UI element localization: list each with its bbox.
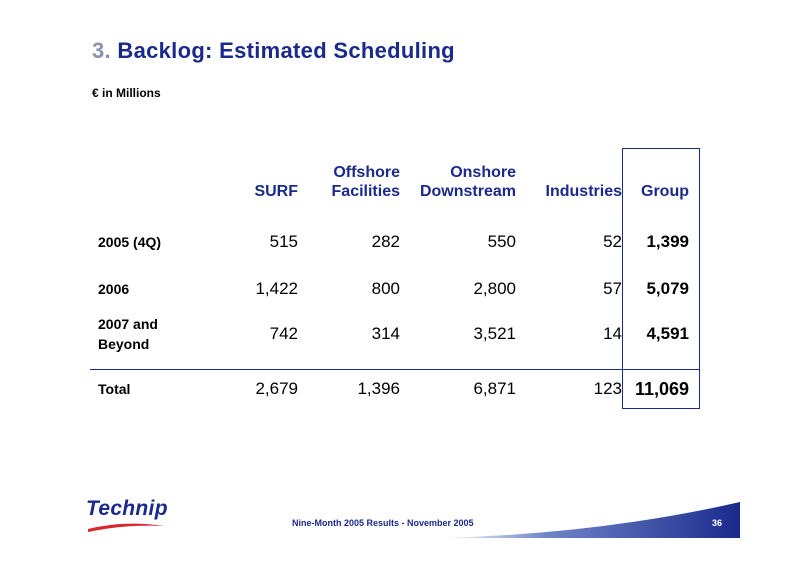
cell-industries: 52 bbox=[603, 232, 622, 251]
row-label: Total bbox=[90, 369, 240, 409]
cell-industries: 57 bbox=[603, 279, 622, 298]
section-title: Backlog: Estimated Scheduling bbox=[117, 38, 455, 63]
row-label-line1: Total bbox=[98, 381, 131, 398]
cell-onshore: 6,871 bbox=[400, 369, 516, 409]
col-header-onshore: Onshore Downstream bbox=[400, 149, 516, 206]
logo-swoosh-icon bbox=[88, 523, 164, 532]
row-label-line1: 2005 (4Q) bbox=[98, 234, 162, 250]
cell-offshore: 1,396 bbox=[298, 369, 400, 409]
cell-offshore: 800 bbox=[371, 279, 400, 298]
cell-onshore: 2,800 bbox=[473, 279, 516, 298]
col-header-line1: Offshore bbox=[333, 164, 400, 181]
cell-industries: 123 bbox=[516, 369, 623, 409]
technip-logo: Technip bbox=[86, 497, 168, 520]
table-row: 2006 1,422 800 2,800 57 5,079 bbox=[90, 279, 700, 299]
header-row: SURF Offshore Facilities Onshore Downstr… bbox=[90, 148, 700, 206]
cell-group: 1,399 bbox=[622, 205, 700, 279]
col-header-offshore: Offshore Facilities bbox=[298, 149, 400, 206]
footer-text: Nine-Month 2005 Results - November 2005 bbox=[292, 518, 474, 528]
corner-cell bbox=[90, 149, 240, 206]
currency-unit-note: € in Millions bbox=[92, 86, 161, 100]
cell-offshore: 314 bbox=[371, 324, 400, 343]
col-header-line2: Group bbox=[641, 183, 689, 200]
cell-surf: 2,679 bbox=[240, 369, 298, 409]
cell-onshore: 550 bbox=[487, 232, 516, 251]
footer-wave-graphic bbox=[440, 502, 740, 538]
row-label: 2007 and Beyond bbox=[90, 299, 240, 370]
row-label: 2006 bbox=[90, 279, 240, 299]
cell-surf: 515 bbox=[269, 232, 298, 251]
table-row: 2005 (4Q) 515 282 550 52 1,399 bbox=[90, 205, 700, 279]
row-label-line1: 2007 and bbox=[98, 316, 158, 332]
col-header-surf: SURF bbox=[240, 149, 298, 206]
cell-offshore: 282 bbox=[371, 232, 400, 251]
row-label-line1: 2006 bbox=[98, 281, 130, 297]
backlog-table: SURF Offshore Facilities Onshore Downstr… bbox=[90, 148, 700, 409]
col-header-line2: Industries bbox=[545, 183, 622, 200]
col-header-line2: SURF bbox=[254, 183, 298, 200]
total-row: Total 2,679 1,396 6,871 123 11,069 bbox=[90, 369, 700, 409]
cell-group: 5,079 bbox=[622, 279, 700, 299]
cell-group: 4,591 bbox=[622, 299, 700, 370]
cell-surf: 1,422 bbox=[255, 279, 298, 298]
col-header-group: Group bbox=[622, 148, 700, 205]
page-number: 36 bbox=[712, 518, 723, 528]
cell-surf: 742 bbox=[269, 324, 298, 343]
cell-onshore: 3,521 bbox=[473, 324, 516, 343]
col-header-line1: Onshore bbox=[450, 164, 516, 181]
table-row: 2007 and Beyond 742 314 3,521 14 4,591 bbox=[90, 299, 700, 370]
row-label: 2005 (4Q) bbox=[90, 205, 240, 279]
cell-group: 11,069 bbox=[622, 369, 700, 409]
section-number: 3. bbox=[92, 38, 111, 63]
col-header-line2: Downstream bbox=[419, 183, 516, 200]
page-title: 3. Backlog: Estimated Scheduling bbox=[92, 38, 455, 64]
col-header-industries: Industries bbox=[516, 149, 623, 206]
cell-industries: 14 bbox=[603, 324, 622, 343]
row-label-line2: Beyond bbox=[98, 336, 150, 352]
col-header-line2: Facilities bbox=[331, 183, 400, 200]
